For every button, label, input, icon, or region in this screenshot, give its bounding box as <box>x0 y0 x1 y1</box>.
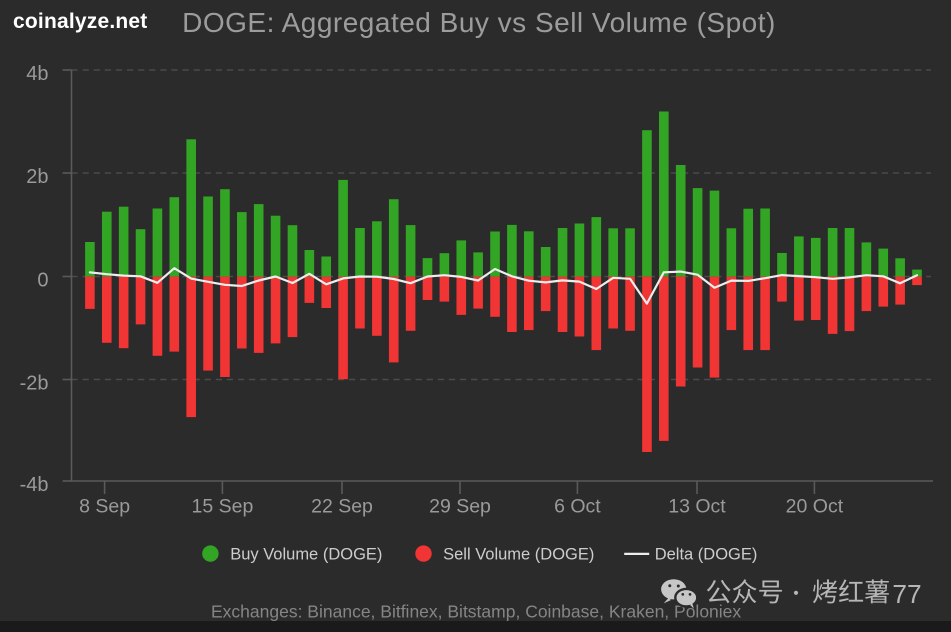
svg-text:8 Sep: 8 Sep <box>79 495 130 517</box>
svg-text:-4b: -4b <box>20 474 49 496</box>
svg-text:Sell Volume (DOGE): Sell Volume (DOGE) <box>443 546 594 564</box>
svg-text:22 Sep: 22 Sep <box>311 495 373 517</box>
svg-text:Delta (DOGE): Delta (DOGE) <box>655 546 758 564</box>
svg-text:13 Oct: 13 Oct <box>668 495 726 517</box>
svg-text:4b: 4b <box>26 63 48 85</box>
svg-text:Exchanges: Binance, Bitfinex,: Exchanges: Binance, Bitfinex, Bitstamp, … <box>211 601 741 621</box>
svg-text:77: 77 <box>892 579 921 609</box>
svg-text:0: 0 <box>37 270 48 292</box>
svg-text:Buy Volume (DOGE): Buy Volume (DOGE) <box>230 546 382 564</box>
svg-text:29 Sep: 29 Sep <box>429 495 491 517</box>
svg-text:6 Oct: 6 Oct <box>554 495 601 517</box>
svg-text:2b: 2b <box>26 166 48 188</box>
svg-text:-2b: -2b <box>20 373 49 395</box>
svg-text:15 Sep: 15 Sep <box>191 495 253 517</box>
svg-text:20 Oct: 20 Oct <box>786 495 844 517</box>
